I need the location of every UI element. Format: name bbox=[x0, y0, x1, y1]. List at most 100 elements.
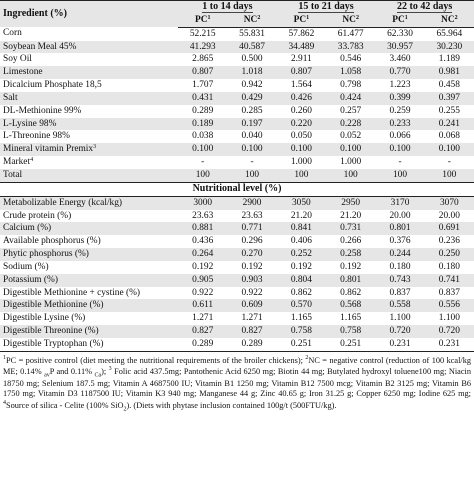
nutrient-row: Calcium (%) 0.881 0.771 0.841 0.731 0.801 0.69… bbox=[0, 222, 474, 236]
ingredient-value: 0.770 bbox=[389, 67, 411, 78]
nutrient-value: 3070 bbox=[439, 197, 459, 208]
nutrient-name: Digestible Threonine (%) bbox=[3, 326, 99, 337]
ingredient-value: 100 bbox=[227, 168, 277, 183]
nutrient-value: 0.192 bbox=[192, 261, 214, 272]
nc-label: NC bbox=[441, 14, 455, 25]
ingredient-value: 0.038 bbox=[192, 131, 214, 142]
ingredient-value: 1.707 bbox=[192, 80, 214, 91]
ingredient-value: 0.260 bbox=[290, 105, 312, 116]
nutrient-value: 20.00 bbox=[389, 210, 411, 221]
ingredient-label: Limestone bbox=[3, 67, 43, 78]
nc-column-header: NC2 bbox=[227, 13, 277, 28]
ingredient-value: 0.500 bbox=[241, 54, 263, 65]
nc-footnote-marker: 2 bbox=[355, 14, 359, 21]
ingredient-row: Total 100 100 100 100 100 100 bbox=[0, 168, 474, 183]
footnote-text: Source of silica - Celite (100% SiO bbox=[6, 400, 124, 410]
footnote-subscript: Ca bbox=[94, 372, 102, 379]
nutrient-value: 0.192 bbox=[290, 261, 312, 272]
pc-label: PC bbox=[392, 14, 405, 25]
nutrient-value: 3170 bbox=[390, 197, 410, 208]
ingredient-value: 100 bbox=[178, 168, 228, 183]
ingredient-row: Soybean Meal 45% 41.293 40.587 34.489 33.783… bbox=[0, 40, 474, 54]
ingredient-name: Soy Oil bbox=[0, 53, 178, 66]
ingredient-value: 55.831 bbox=[239, 28, 265, 39]
pc-label: PC bbox=[194, 14, 208, 25]
nutrient-value: 23.63 bbox=[192, 210, 214, 221]
period-label: 15 to 21 days bbox=[298, 1, 354, 13]
nutrient-value: 0.862 bbox=[340, 287, 362, 298]
ingredient-name: Total bbox=[0, 168, 179, 183]
ingredient-value: 1.000 bbox=[340, 157, 362, 168]
nutrient-value: 21.20 bbox=[290, 210, 312, 221]
ingredient-value: 0.100 bbox=[192, 144, 214, 155]
ingredient-name: DL-Methionine 99% bbox=[0, 105, 178, 118]
footnote-marker: 4 bbox=[3, 399, 6, 406]
pc-label: PC bbox=[293, 14, 307, 25]
ingredient-value: 62.330 bbox=[387, 28, 413, 39]
ingredient-value: 1.018 bbox=[241, 67, 263, 78]
nutrient-value: 0.731 bbox=[340, 223, 362, 234]
ingredient-value: 61.477 bbox=[337, 28, 364, 39]
nutrient-value: 0.270 bbox=[241, 249, 263, 260]
ingredient-label: Mineral vitamin Premix bbox=[3, 144, 94, 155]
nutrient-value: 2950 bbox=[341, 197, 361, 208]
nutrient-row: Sodium (%) 0.192 0.192 0.192 0.192 0.180 0.180 bbox=[0, 261, 474, 274]
nutrient-value: 0.236 bbox=[438, 236, 460, 247]
nutrient-name: Potassium (%) bbox=[3, 274, 58, 285]
ingredient-value: 0.285 bbox=[241, 105, 263, 116]
table-footnote: 1PC = positive control (diet meeting the… bbox=[0, 352, 474, 412]
ingredient-value: 0.807 bbox=[192, 67, 214, 78]
nutrient-value: 0.609 bbox=[241, 300, 263, 311]
nutrient-name: Crude protein (%) bbox=[3, 210, 72, 221]
nutrient-value: 1.165 bbox=[290, 313, 312, 324]
ingredient-value: 0.257 bbox=[340, 105, 362, 116]
ingredient-value: 0.040 bbox=[241, 131, 263, 142]
nutrient-row: Metabolizable Energy (kcal/kg) 3000 2900 30… bbox=[0, 196, 474, 210]
ingredient-value: 0.100 bbox=[389, 144, 411, 155]
nutrient-value: 0.258 bbox=[340, 249, 362, 260]
ingredient-value: 0.259 bbox=[389, 105, 411, 116]
period-header-1-14: 1 to 14 days bbox=[178, 0, 277, 14]
nutrient-value: 0.568 bbox=[340, 300, 362, 311]
ingredient-value: 0.397 bbox=[438, 92, 460, 103]
nc-footnote-marker: 2 bbox=[257, 14, 261, 21]
footnote-subscript: 2 bbox=[123, 406, 127, 413]
period-header-row: Ingredient (%) 1 to 14 days 15 to 21 day… bbox=[0, 0, 474, 28]
nutrient-value: 20.00 bbox=[438, 210, 460, 221]
nutrient-value: 0.296 bbox=[241, 236, 263, 247]
ingredient-name: Dicalcium Phosphate 18,5 bbox=[0, 79, 178, 92]
nutrient-value: 23.63 bbox=[241, 210, 263, 221]
nutrient-value: 0.406 bbox=[290, 236, 312, 247]
nutrient-value: 0.903 bbox=[241, 274, 263, 285]
nc-column-header: NC2 bbox=[326, 13, 376, 28]
ingredients-body: Corn 52.215 55.831 57.862 61.477 62.330 65.964… bbox=[0, 27, 474, 183]
period-label: 1 to 14 days bbox=[202, 1, 253, 13]
nutrient-value: 0.251 bbox=[326, 337, 376, 352]
ingredient-value: 0.233 bbox=[389, 118, 411, 129]
nutrient-value: 1.271 bbox=[192, 313, 214, 324]
footnote-text: ). (Diets with phytase inclusion contain… bbox=[126, 400, 337, 410]
ingredient-name: Market4 bbox=[0, 156, 178, 169]
ingredient-value: 100 bbox=[326, 168, 376, 183]
period-header-15-21: 15 to 21 days bbox=[276, 0, 376, 14]
nutrient-value: 0.743 bbox=[389, 274, 411, 285]
ingredient-value: 100 bbox=[375, 168, 425, 183]
footnote-text: ); bbox=[101, 366, 109, 376]
ingredient-value: 0.981 bbox=[438, 67, 460, 78]
ingredient-value: 0.431 bbox=[192, 92, 214, 103]
ingredient-name: L-Threonine 98% bbox=[0, 130, 178, 143]
ingredient-value: 0.942 bbox=[241, 80, 263, 91]
ingredient-value: - bbox=[398, 157, 402, 168]
ingredient-row: L-Threonine 98% 0.038 0.040 0.050 0.052 0.066… bbox=[0, 130, 474, 143]
ingredient-value: 1.564 bbox=[290, 80, 312, 91]
nutrient-value: 0.741 bbox=[438, 274, 460, 285]
period-label: 22 to 42 days bbox=[397, 1, 453, 13]
ingredient-value: 1.223 bbox=[389, 80, 411, 91]
ingredient-value: 0.052 bbox=[340, 131, 362, 142]
nutrient-value: 0.720 bbox=[389, 326, 411, 337]
ingredient-value: - bbox=[447, 157, 451, 168]
nutrient-value: 0.376 bbox=[389, 236, 411, 247]
nutrients-body: Metabolizable Energy (kcal/kg) 3000 2900 30… bbox=[0, 196, 474, 352]
nc-label: NC bbox=[342, 14, 356, 25]
nutrient-name: Digestible Tryptophan (%) bbox=[0, 337, 179, 352]
